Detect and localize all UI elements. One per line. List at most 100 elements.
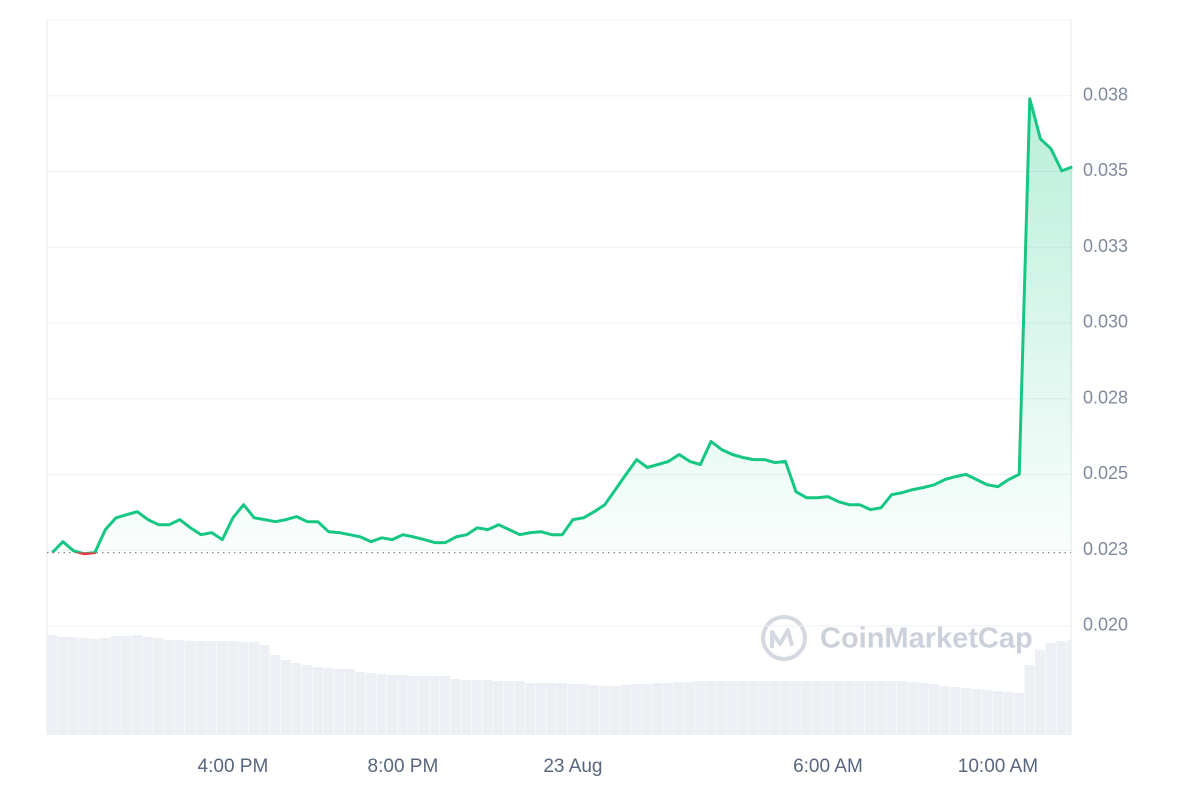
- volume-bar: [992, 691, 1003, 735]
- volume-bar: [971, 689, 982, 735]
- volume-bar: [323, 668, 334, 735]
- volume-bar: [546, 683, 557, 735]
- volume-bar: [227, 641, 238, 735]
- price-area: [52, 98, 1073, 554]
- y-tick-label: 0.030: [1083, 312, 1128, 332]
- volume-bar: [737, 681, 748, 735]
- volume-bar: [1035, 650, 1046, 735]
- volume-bar: [386, 675, 398, 735]
- price-line: [51, 97, 1073, 556]
- volume-bar: [726, 681, 738, 735]
- volume-bar: [333, 669, 344, 735]
- volume-bar: [270, 655, 281, 735]
- volume-bar: [610, 686, 621, 735]
- volume-bar: [620, 685, 631, 735]
- volume-bar: [110, 636, 121, 735]
- volume-bar: [556, 683, 568, 735]
- volume-bar: [397, 675, 408, 735]
- volume-bar: [471, 680, 483, 735]
- watermark: CoinMarketCap: [820, 623, 1033, 655]
- volume-bar: [78, 638, 89, 735]
- volume-bar: [376, 674, 387, 735]
- volume-bar: [153, 638, 164, 735]
- volume-bar: [780, 681, 791, 735]
- volume-bar: [758, 681, 769, 735]
- volume-bar: [769, 681, 780, 735]
- volume-bar: [47, 635, 58, 735]
- x-tick-label: 8:00 PM: [368, 756, 439, 777]
- volume-bar: [599, 686, 610, 735]
- volume-bar: [461, 680, 472, 735]
- volume-bar: [163, 640, 174, 735]
- x-tick-label: 4:00 PM: [198, 756, 269, 777]
- volume-bar: [631, 684, 642, 735]
- y-tick-label: 0.025: [1083, 463, 1128, 483]
- volume-bar: [355, 672, 366, 735]
- volume-bar: [801, 681, 812, 735]
- volume-bar: [344, 669, 355, 735]
- volume-bar: [408, 676, 419, 735]
- volume-bar: [301, 665, 313, 735]
- volume-bar: [865, 681, 876, 735]
- volume-bar: [535, 683, 546, 735]
- volume-bar: [748, 681, 759, 735]
- x-tick-label: 23 Aug: [543, 756, 602, 777]
- y-tick-label: 0.020: [1083, 615, 1128, 635]
- volume-bar: [663, 683, 674, 735]
- volume-bar: [918, 683, 929, 735]
- volume-bar: [950, 687, 961, 735]
- volume-bar: [525, 683, 536, 735]
- volume-bar: [1045, 643, 1056, 735]
- volume-bar: [482, 680, 493, 735]
- volume-bar: [238, 642, 249, 735]
- volume-bar: [1024, 665, 1035, 735]
- volume-bar: [716, 681, 727, 735]
- volume-bar: [365, 673, 376, 735]
- watermark-logo: [761, 615, 807, 661]
- volume-bar: [68, 637, 79, 735]
- volume-bar: [195, 641, 206, 735]
- volume-bar: [567, 684, 578, 735]
- volume-bar: [1066, 640, 1071, 735]
- volume-bar: [440, 676, 451, 735]
- volume-bar: [121, 636, 132, 735]
- volume-bar: [886, 681, 897, 735]
- volume-bar: [684, 682, 695, 735]
- volume-bar: [131, 635, 143, 735]
- volume-bar: [57, 637, 68, 735]
- volume-bar: [939, 686, 950, 735]
- volume-bar: [450, 679, 461, 735]
- volume-bar: [280, 660, 291, 735]
- volume-bar: [673, 682, 684, 735]
- volume-bar: [1003, 692, 1014, 735]
- y-tick-label: 0.023: [1083, 539, 1128, 559]
- volume-bar: [705, 681, 716, 735]
- volume-bar: [514, 681, 525, 735]
- volume-bar: [822, 681, 833, 735]
- volume-bar: [896, 681, 908, 735]
- volume-bar: [833, 681, 844, 735]
- volume-bar: [216, 641, 228, 735]
- volume-bar: [652, 683, 663, 735]
- volume-bar: [578, 684, 589, 735]
- volume-bar: [695, 681, 706, 735]
- volume-bar: [206, 641, 217, 735]
- volume-bar: [429, 676, 440, 735]
- volume-bar: [291, 663, 302, 735]
- volume-bar: [875, 681, 886, 735]
- y-tick-label: 0.033: [1083, 236, 1128, 256]
- volume-bars: [47, 635, 1071, 735]
- volume-bar: [843, 681, 854, 735]
- volume-bar: [811, 681, 823, 735]
- volume-bar: [248, 642, 259, 735]
- y-tick-label: 0.035: [1083, 160, 1128, 180]
- y-tick-label: 0.028: [1083, 387, 1128, 407]
- volume-bar: [418, 676, 429, 735]
- volume-bar: [503, 681, 514, 735]
- volume-bar: [588, 685, 599, 735]
- volume-bar: [1013, 693, 1024, 735]
- volume-bar: [1056, 641, 1067, 735]
- volume-bar: [790, 681, 801, 735]
- volume-bar: [493, 681, 504, 735]
